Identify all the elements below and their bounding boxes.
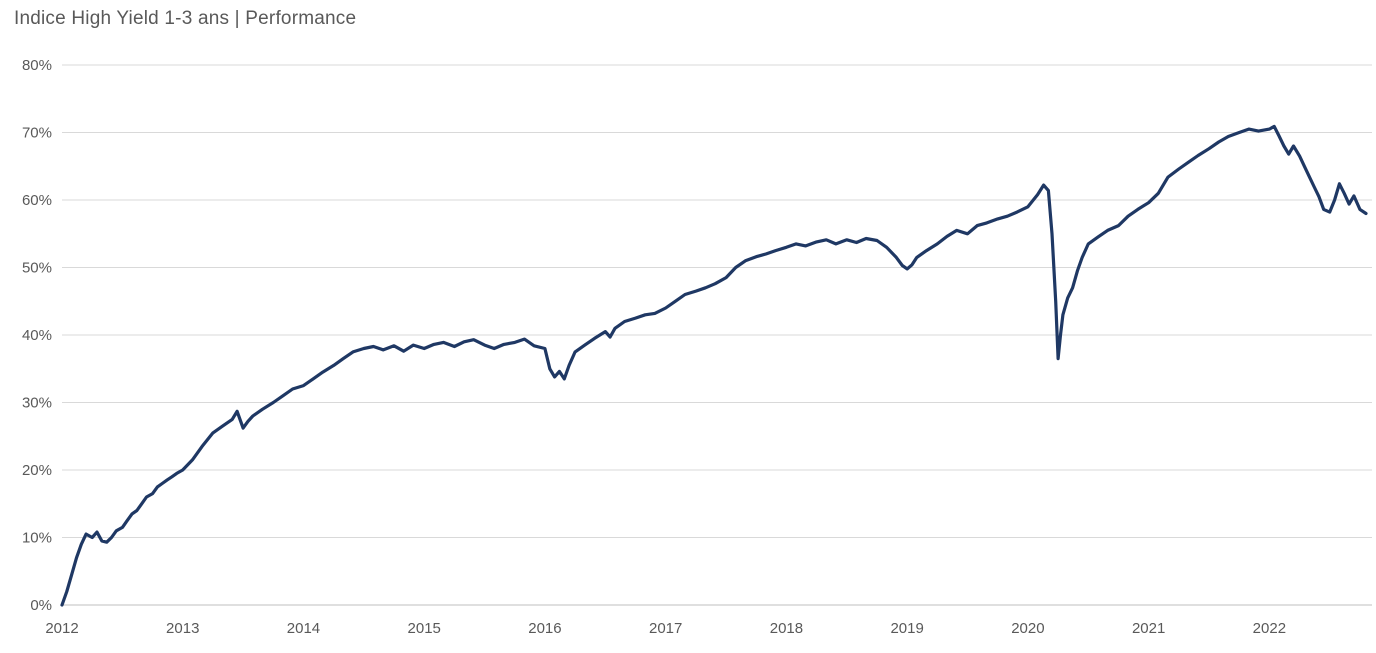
y-tick-label: 0% <box>30 597 52 614</box>
x-tick-label: 2016 <box>528 620 561 637</box>
x-tick-label: 2014 <box>287 620 320 637</box>
x-tick-label: 2020 <box>1011 620 1044 637</box>
performance-line <box>60 124 1368 607</box>
y-tick-label: 80% <box>22 57 52 74</box>
x-tick-label: 2015 <box>408 620 441 637</box>
x-tick-label: 2021 <box>1132 620 1165 637</box>
x-tick-label: 2022 <box>1253 620 1286 637</box>
x-tick-label: 2019 <box>890 620 923 637</box>
y-tick-label: 60% <box>22 192 52 209</box>
x-tick-label: 2018 <box>770 620 803 637</box>
x-tick-label: 2013 <box>166 620 199 637</box>
y-tick-label: 30% <box>22 395 52 412</box>
y-tick-label: 10% <box>22 530 52 547</box>
y-tick-label: 70% <box>22 125 52 142</box>
x-tick-label: 2012 <box>45 620 78 637</box>
chart-title: Indice High Yield 1-3 ans | Performance <box>14 8 357 29</box>
x-tick-label: 2017 <box>649 620 682 637</box>
y-tick-label: 50% <box>22 260 52 277</box>
y-tick-label: 40% <box>22 327 52 344</box>
y-tick-label: 20% <box>22 462 52 479</box>
